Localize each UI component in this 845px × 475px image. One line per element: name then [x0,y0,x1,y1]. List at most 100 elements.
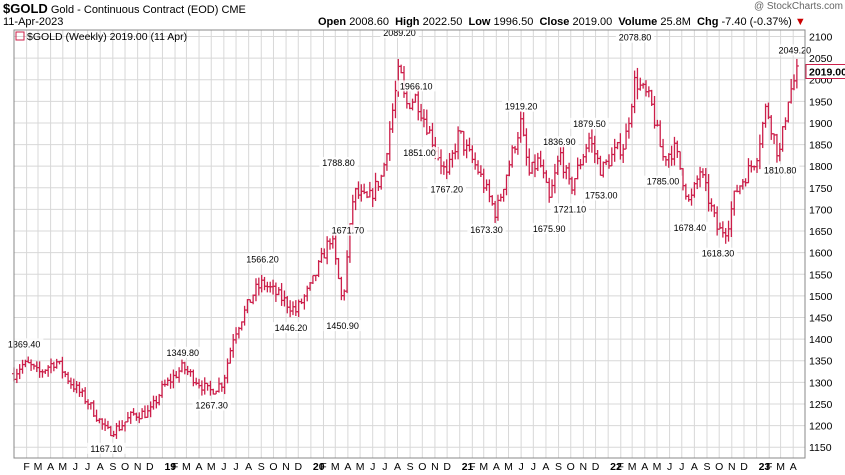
annotation-label: 1966.10 [400,81,433,91]
annotation-bg [192,399,231,411]
x-tick-label: J [221,461,226,473]
x-tick-label: M [628,461,637,473]
x-tick-label: S [555,461,562,473]
quote-summary: Open 2008.60 High 2022.50 Low 1996.50 Cl… [318,16,806,28]
x-tick-label: F [766,461,772,473]
annotation-label: 1879.50 [573,119,606,129]
x-tick-label: S [703,461,710,473]
y-tick-label: 1850 [809,140,833,152]
annotation-label: 1618.30 [702,249,735,259]
annotation-bg [397,80,436,92]
chg-label: Chg [697,16,719,28]
x-tick-label: M [776,461,785,473]
annotation-label: 1851.00 [403,148,436,158]
annotation-bg [467,223,506,235]
annotation-bg [400,147,439,159]
x-tick-label: M [331,461,340,473]
x-tick-label: O [121,461,129,473]
x-tick-label: M [182,461,191,473]
annotation-label: 1167.10 [90,444,122,454]
x-tick-label: M [504,461,513,473]
x-tick-label: D [740,461,748,473]
chg-value: -7.40 (-0.37%) [721,16,792,28]
y-tick-label: 1550 [809,269,833,281]
close-label: Close [539,16,570,28]
instrument-name: Gold - Continuous Contract (EOD) [50,4,219,16]
x-tick-label: A [245,461,252,473]
close-value: 2019.00 [572,16,613,28]
annotation-label: 1446.20 [275,323,308,333]
x-tick-label: O [715,461,723,473]
x-tick-label: J [85,461,90,473]
annotation-bg [427,183,466,195]
annotation-bg [582,189,621,201]
low-label: Low [468,16,491,28]
x-tick-label: O [418,461,426,473]
x-tick-label: O [567,461,575,473]
annotation-bg [501,100,541,112]
x-tick-label: A [691,461,698,473]
annotation-label: 1836.90 [543,137,576,147]
open-value: 2008.60 [349,16,389,28]
y-tick-label: 1600 [809,248,833,260]
annotation-label: 1675.90 [533,224,566,234]
x-tick-label: D [146,461,154,473]
annotation-label: 2089.20 [383,28,416,38]
annotation-label: 1753.00 [585,191,618,201]
x-tick-label: J [679,461,684,473]
annotation-bg [243,253,282,265]
annotation-label: 1450.90 [326,321,359,331]
x-tick-label: F [469,461,475,473]
x-tick-label: A [47,461,54,473]
annotation-bg [615,31,655,43]
x-tick-label: J [531,461,536,473]
x-tick-label: S [258,461,265,473]
x-tick-label: F [320,461,326,473]
exchange: CME [221,4,246,16]
annotation-bg [323,320,362,332]
y-tick-label: 1250 [809,399,833,411]
x-tick-label: 23 [759,461,771,473]
x-tick-label: M [207,461,216,473]
x-tick-label: S [109,461,116,473]
last-price-label: 2019.00 [809,67,845,79]
annotation-bg [643,175,683,187]
x-tick-label: F [172,461,178,473]
annotation-bg [163,346,202,358]
x-axis: F M A M J J A S O N D 19F M A M J J A S O N D 20F M A M J J A S O N D 21F… [23,461,796,473]
annotation-bg [271,322,311,334]
grid [14,30,805,458]
y-axis: 1150 1200 1250 1300 1350 1400 1450 1500 1550 1600… [805,31,845,454]
x-tick-label: J [519,461,524,473]
y-tick-label: 1700 [809,204,833,216]
x-tick-label: F [618,461,624,473]
y-tick-label: 2050 [809,53,833,65]
legend-text: $GOLD (Weekly) 2019.00 (11 Apr) [27,31,187,43]
volume-label: Volume [618,16,658,28]
annotation-label: 1767.20 [430,184,463,194]
x-tick-label: M [653,461,662,473]
x-tick-label: S [407,461,414,473]
plot-frame [13,29,806,459]
x-tick-label: A [196,461,203,473]
x-tick-label: A [542,461,549,473]
x-tick-label: A [97,461,104,473]
annotation-label: 1267.30 [195,400,228,410]
x-tick-label: J [370,461,375,473]
chg-down-icon: ▼ [794,16,806,28]
y-tick-label: 1400 [809,334,833,346]
y-tick-label: 1150 [809,442,832,454]
credit: @ StockCharts.com [753,1,843,12]
y-tick-label: 1950 [809,96,833,108]
chart-date: 11-Apr-2023 [3,16,64,28]
annotation-bg [328,224,368,236]
x-tick-label: 20 [313,461,325,473]
x-tick-label: N [580,461,588,473]
y-tick-label: 1650 [809,226,833,238]
annotation-label: 1673.30 [470,225,503,235]
x-tick-label: M [479,461,488,473]
open-label: Open [318,16,347,28]
x-tick-label: A [790,461,797,473]
annotation-label: 1566.20 [246,254,279,264]
